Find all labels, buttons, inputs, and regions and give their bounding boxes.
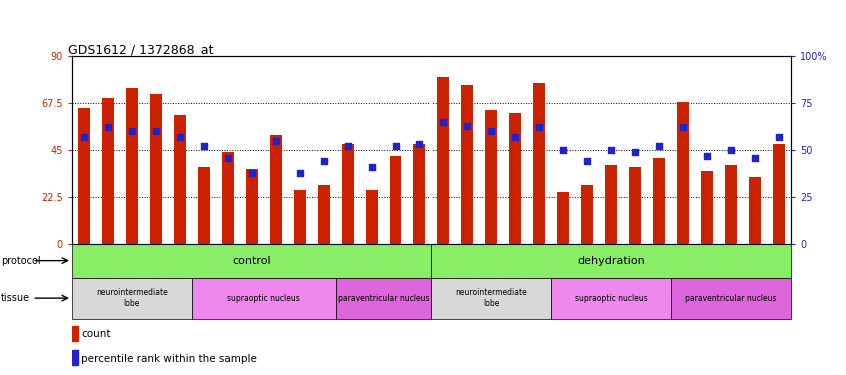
Bar xyxy=(773,144,785,244)
Point xyxy=(508,134,522,140)
Text: neurointermediate
lobe: neurointermediate lobe xyxy=(96,288,168,308)
Point xyxy=(125,128,139,134)
Point xyxy=(293,170,306,176)
Bar xyxy=(270,135,282,244)
Text: dehydration: dehydration xyxy=(577,256,645,266)
Bar xyxy=(431,278,552,319)
Bar xyxy=(245,169,258,244)
Bar xyxy=(749,177,761,244)
Bar xyxy=(486,110,497,244)
Bar xyxy=(72,278,192,319)
Point xyxy=(221,154,234,160)
Bar xyxy=(222,152,233,244)
Bar xyxy=(317,185,330,244)
Point xyxy=(460,123,474,129)
Point xyxy=(341,143,354,149)
Point xyxy=(365,164,378,170)
Bar xyxy=(192,278,336,319)
Point xyxy=(749,154,762,160)
Point xyxy=(677,124,690,130)
Text: protocol: protocol xyxy=(1,256,41,266)
Bar xyxy=(581,185,593,244)
Bar xyxy=(72,350,78,365)
Point xyxy=(629,149,642,155)
Bar xyxy=(431,244,791,278)
Text: tissue: tissue xyxy=(1,293,30,303)
Point xyxy=(772,134,786,140)
Bar xyxy=(558,192,569,244)
Bar xyxy=(72,326,78,340)
Bar xyxy=(173,115,186,244)
Point xyxy=(580,158,594,164)
Bar xyxy=(605,165,618,244)
Text: supraoptic nucleus: supraoptic nucleus xyxy=(228,294,300,303)
Text: paraventricular nucleus: paraventricular nucleus xyxy=(338,294,429,303)
Point xyxy=(388,143,403,149)
Text: paraventricular nucleus: paraventricular nucleus xyxy=(685,294,777,303)
Bar xyxy=(72,244,431,278)
Point xyxy=(557,147,570,153)
Bar xyxy=(437,77,449,244)
Point xyxy=(197,143,211,149)
Bar xyxy=(461,86,474,244)
Bar xyxy=(102,98,114,244)
Point xyxy=(173,134,186,140)
Point xyxy=(316,158,330,164)
Bar xyxy=(389,156,402,244)
Point xyxy=(700,153,714,159)
Text: control: control xyxy=(233,256,271,266)
Bar xyxy=(78,108,90,244)
Text: supraoptic nucleus: supraoptic nucleus xyxy=(575,294,647,303)
Bar xyxy=(126,87,138,244)
Text: neurointermediate
lobe: neurointermediate lobe xyxy=(455,288,527,308)
Point xyxy=(101,124,114,130)
Point xyxy=(724,147,738,153)
Point xyxy=(652,143,666,149)
Bar xyxy=(150,94,162,244)
Bar xyxy=(671,278,791,319)
Text: count: count xyxy=(81,329,111,339)
Point xyxy=(437,119,450,125)
Point xyxy=(485,128,498,134)
Bar xyxy=(533,83,546,244)
Point xyxy=(269,138,283,144)
Text: GDS1612 / 1372868_at: GDS1612 / 1372868_at xyxy=(69,43,214,56)
Bar xyxy=(365,190,377,244)
Bar xyxy=(629,166,641,244)
Bar xyxy=(336,278,431,319)
Bar xyxy=(414,144,426,244)
Point xyxy=(149,128,162,134)
Bar xyxy=(198,166,210,244)
Bar xyxy=(552,278,671,319)
Bar xyxy=(725,165,737,244)
Bar xyxy=(509,112,521,244)
Point xyxy=(413,141,426,147)
Bar xyxy=(653,158,665,244)
Text: percentile rank within the sample: percentile rank within the sample xyxy=(81,354,257,364)
Bar xyxy=(342,144,354,244)
Bar xyxy=(294,190,305,244)
Point xyxy=(533,124,547,130)
Bar xyxy=(701,171,713,244)
Bar xyxy=(677,102,689,244)
Point xyxy=(77,134,91,140)
Point xyxy=(245,170,259,176)
Point xyxy=(604,147,618,153)
